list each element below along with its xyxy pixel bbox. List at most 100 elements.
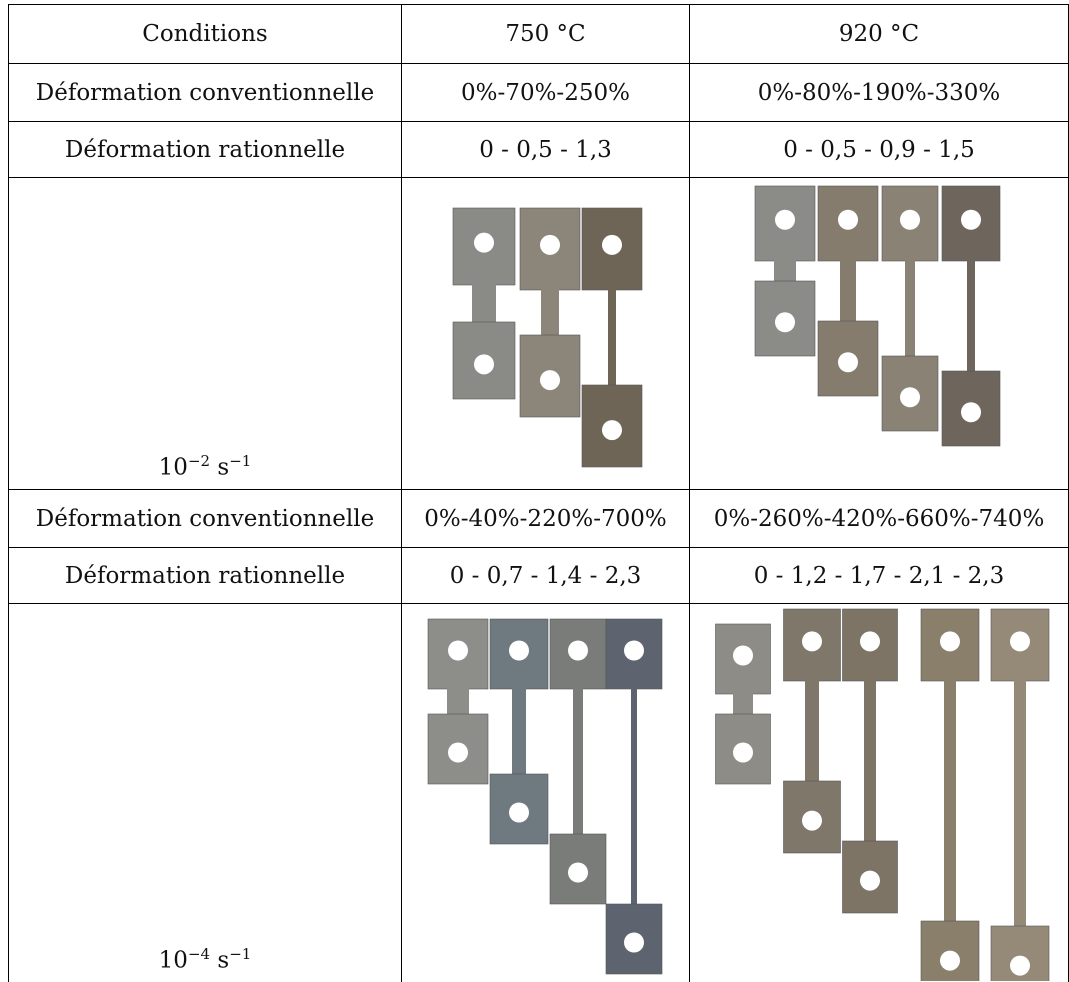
specimen-hole: [775, 209, 795, 230]
cell: 0%-80%-190%-330%: [689, 63, 1069, 122]
specimen-hole: [1010, 631, 1030, 652]
specimen-tab: [605, 903, 663, 975]
specimen-hole: [838, 352, 858, 373]
rate-unit: s: [217, 455, 230, 481]
specimen: [715, 623, 771, 785]
specimen-tab: [941, 370, 1001, 447]
specimen-hole: [860, 870, 880, 891]
specimen-photo: [715, 608, 1050, 981]
specimen-neck: [608, 288, 616, 387]
cell: 0%-40%-220%-700%: [401, 489, 690, 548]
specimen-neck: [541, 288, 559, 337]
specimen-hole: [900, 209, 920, 230]
specimen-neck: [1014, 679, 1026, 928]
rate-exponent: −2: [187, 452, 211, 471]
specimen-neck: [631, 687, 637, 906]
specimen-hole: [733, 742, 753, 763]
specimen-hole: [602, 234, 622, 255]
specimen: [549, 618, 607, 905]
rate-cell: 10−2 s−1: [8, 177, 402, 490]
header-cell: 750 °C: [401, 4, 690, 64]
image-row: 10−2 s−1: [8, 177, 1069, 490]
specimen: [941, 185, 1001, 447]
specimen: [920, 608, 980, 981]
row: Déformation rationnelle 0 - 0,7 - 1,4 - …: [8, 547, 1069, 604]
cell: 0%-260%-420%-660%-740%: [689, 489, 1069, 548]
image-row: 10−4 s−1: [8, 603, 1069, 982]
specimen: [783, 608, 841, 854]
specimen-neck: [944, 679, 956, 923]
specimen: [605, 618, 663, 975]
specimen-hole: [509, 802, 529, 823]
specimen-hole: [900, 387, 920, 408]
rate-base: 10: [158, 455, 188, 481]
rate-unit: s: [217, 947, 230, 974]
cell: 0 - 0,7 - 1,4 - 2,3: [401, 547, 690, 604]
specimen-hole: [568, 640, 588, 661]
specimen-hole: [540, 234, 560, 255]
specimen: [519, 207, 581, 418]
specimen-hole: [509, 640, 529, 661]
specimen-neck: [774, 259, 796, 283]
row: Déformation conventionnelle 0%-70%-250% …: [8, 63, 1069, 122]
specimen: [817, 185, 879, 397]
photo-cell: [689, 603, 1069, 982]
specimen-photo: [754, 185, 1001, 447]
cell: 0%-70%-250%: [401, 63, 690, 122]
row: Déformation conventionnelle 0%-40%-220%-…: [8, 489, 1069, 548]
specimen: [452, 207, 516, 400]
cell: Déformation rationnelle: [8, 547, 402, 604]
specimen-neck: [447, 687, 469, 716]
specimen-hole: [961, 402, 981, 423]
specimen-hole: [602, 420, 622, 441]
specimen-neck: [733, 692, 753, 716]
specimen-hole: [802, 810, 822, 831]
cell: 0 - 1,2 - 1,7 - 2,1 - 2,3: [689, 547, 1069, 604]
specimen-hole: [568, 862, 588, 883]
specimen: [990, 608, 1050, 981]
header-cell: Conditions: [8, 4, 402, 64]
specimen-neck: [472, 283, 496, 324]
cell: 0 - 0,5 - 1,3: [401, 121, 690, 178]
specimen-hole: [624, 932, 644, 953]
specimen-photo: [427, 618, 663, 975]
specimen-hole: [624, 640, 644, 661]
specimen: [581, 207, 643, 468]
specimen: [427, 618, 489, 785]
specimen-photo: [452, 207, 643, 468]
specimen-hole: [474, 354, 494, 375]
specimen-neck: [864, 679, 876, 843]
specimen-neck: [905, 259, 915, 358]
specimen: [754, 185, 816, 357]
specimen-hole: [775, 312, 795, 333]
results-table: Conditions 750 °C 920 °C Déformation con…: [8, 4, 1069, 982]
specimen-neck: [967, 259, 975, 373]
photo-cell: [401, 603, 690, 982]
specimen-hole: [961, 209, 981, 230]
header-cell: 920 °C: [689, 4, 1069, 64]
specimen-hole: [540, 370, 560, 391]
specimen: [842, 608, 898, 914]
row: Déformation rationnelle 0 - 0,5 - 1,3 0 …: [8, 121, 1069, 178]
specimen-neck: [840, 259, 856, 323]
specimen-hole: [802, 631, 822, 652]
specimen: [489, 618, 549, 845]
specimen-hole: [838, 209, 858, 230]
specimen-hole: [940, 631, 960, 652]
header-row: Conditions 750 °C 920 °C: [8, 4, 1069, 64]
specimen-hole: [474, 232, 494, 253]
rate-cell: 10−4 s−1: [8, 603, 402, 982]
specimen-neck: [805, 679, 819, 783]
specimen: [881, 185, 939, 432]
photo-cell: [401, 177, 690, 490]
specimen-hole: [860, 631, 880, 652]
specimen-hole: [733, 645, 753, 666]
specimen-neck: [573, 687, 583, 836]
specimen-hole: [1010, 955, 1030, 976]
rate-exponent: −4: [187, 944, 211, 963]
rate-base: 10: [158, 947, 188, 974]
cell: Déformation conventionnelle: [8, 63, 402, 122]
specimen-hole: [448, 742, 468, 763]
specimen-hole: [448, 640, 468, 661]
